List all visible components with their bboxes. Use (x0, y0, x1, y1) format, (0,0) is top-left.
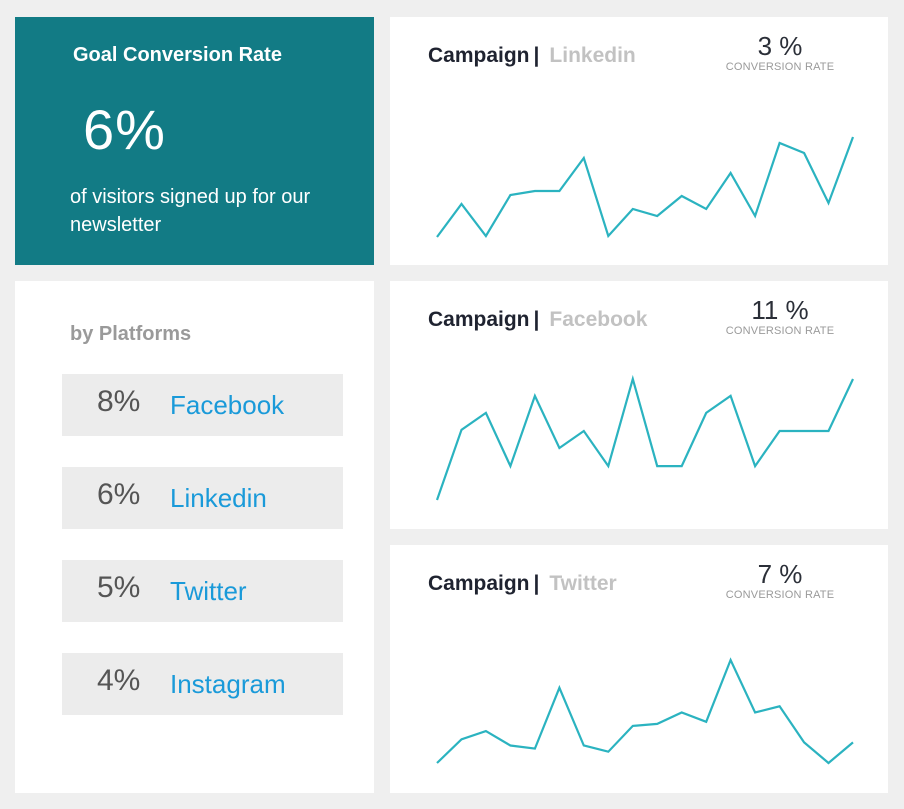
campaign-panel-facebook: Campaign | Facebook 11 % CONVERSION RATE (390, 281, 888, 529)
conversion-rate-label: CONVERSION RATE (725, 61, 835, 73)
campaign-separator: | (533, 572, 540, 595)
platform-percent: 4% (97, 664, 141, 697)
platform-link[interactable]: Instagram (170, 669, 286, 699)
campaign-title: Campaign | Facebook (428, 308, 647, 332)
goal-value: 6% (83, 98, 166, 161)
campaign-separator: | (533, 44, 540, 67)
goal-title: Goal Conversion Rate (73, 44, 282, 66)
campaign-panel-twitter: Campaign | Twitter 7 % CONVERSION RATE (390, 545, 888, 793)
campaign-separator: | (533, 308, 540, 331)
campaign-label: Campaign (428, 572, 530, 595)
conversion-rate-value: 7 % (757, 559, 803, 589)
conversion-rate: 3 % CONVERSION RATE (720, 31, 840, 73)
platform-link[interactable]: Twitter (170, 576, 247, 606)
platform-row-instagram[interactable]: 4% Instagram (62, 653, 343, 715)
platforms-title: by Platforms (70, 323, 192, 345)
campaign-title: Campaign | Twitter (428, 572, 617, 596)
sparkline-series (436, 657, 854, 765)
goal-conversion-panel: Goal Conversion Rate 6% of visitors sign… (15, 17, 374, 265)
sparkline-chart (436, 657, 854, 765)
campaign-platform: Twitter (549, 572, 617, 595)
conversion-rate: 11 % CONVERSION RATE (720, 295, 840, 337)
platform-percent: 8% (97, 385, 141, 418)
platform-link[interactable]: Facebook (170, 390, 285, 420)
platform-row-twitter[interactable]: 5% Twitter (62, 560, 343, 622)
sparkline-series (435, 374, 854, 501)
campaign-platform: Facebook (549, 308, 648, 331)
campaign-label: Campaign (428, 44, 530, 67)
campaign-label: Campaign (428, 308, 530, 331)
platform-row-linkedin[interactable]: 6% Linkedin (62, 467, 343, 529)
sparkline-chart (435, 374, 854, 501)
conversion-rate-label: CONVERSION RATE (725, 325, 835, 337)
sparkline-chart (436, 136, 855, 239)
conversion-rate: 7 % CONVERSION RATE (720, 559, 840, 601)
campaign-panel-linkedin: Campaign | Linkedin 3 % CONVERSION RATE (390, 17, 888, 265)
conversion-rate-value: 11 % (751, 295, 809, 325)
platform-percent: 6% (97, 478, 141, 511)
platforms-panel: by Platforms 8% Facebook 6% Linkedin 5% … (15, 281, 374, 793)
campaign-title: Campaign | Linkedin (428, 44, 636, 68)
sparkline-series (436, 136, 855, 239)
platform-percent: 5% (97, 571, 141, 604)
goal-description: of visitors signed up for our newsletter (70, 186, 311, 236)
conversion-rate-label: CONVERSION RATE (725, 589, 835, 601)
platform-link[interactable]: Linkedin (170, 483, 267, 513)
conversion-rate-value: 3 % (757, 31, 803, 61)
campaign-platform: Linkedin (549, 44, 636, 67)
platform-row-facebook[interactable]: 8% Facebook (62, 374, 343, 436)
